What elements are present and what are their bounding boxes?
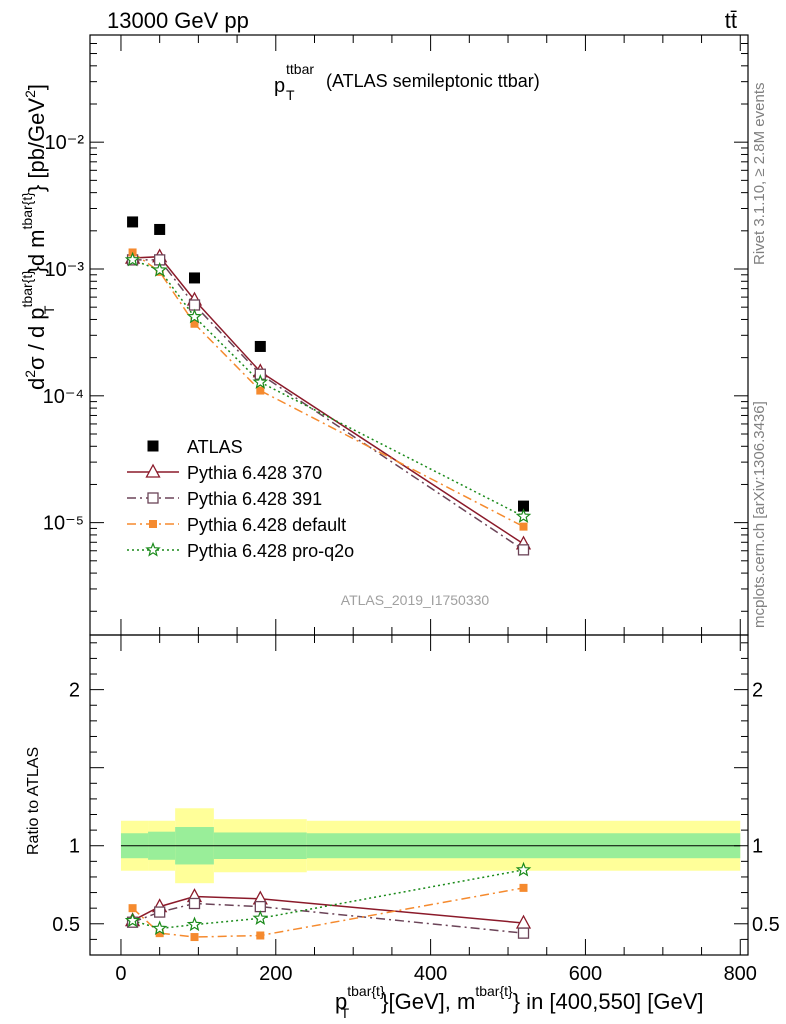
data-point-marker <box>148 493 158 503</box>
y-tick-label: 10⁻³ <box>45 259 85 281</box>
mcplots-label: mcplots.cern.ch [arXiv:1306.3436] <box>751 401 768 628</box>
data-point <box>154 224 165 235</box>
legend-label: Pythia 6.428 pro-q2o <box>187 541 354 561</box>
legend-label: Pythia 6.428 391 <box>187 489 322 509</box>
main-title-sub: T <box>286 87 295 103</box>
data-point <box>517 510 529 522</box>
ratio-y-axis-label: Ratio to ATLAS <box>25 747 42 855</box>
y-tick-label: 10⁻² <box>45 132 85 154</box>
data-point-marker <box>519 545 529 555</box>
data-point-marker <box>155 907 165 917</box>
rivet-label: Rivet 3.1.10, ≥ 2.8M events <box>751 83 768 266</box>
data-point <box>147 465 160 477</box>
data-point <box>520 523 528 531</box>
legend-label: ATLAS <box>187 437 243 457</box>
main-title-rest: (ATLAS semileptonic ttbar) <box>326 71 540 91</box>
x-tick-label: 400 <box>414 963 447 985</box>
ratio-y-tick-label-right: 2 <box>752 680 763 702</box>
data-point-marker <box>191 933 199 941</box>
data-point-marker <box>256 931 264 939</box>
series-line <box>133 253 524 527</box>
svg-text:d2σ / d ptbar{t}T}d mtbar{t}}: d2σ / d ptbar{t}T}d mtbar{t}} [pb/GeV2] <box>19 84 57 390</box>
data-point <box>256 387 264 395</box>
data-point-marker <box>190 300 200 310</box>
data-point-marker <box>189 272 200 283</box>
data-point <box>148 441 159 452</box>
data-point <box>190 898 200 908</box>
data-point <box>188 918 200 930</box>
x-tick-label: 600 <box>569 963 602 985</box>
data-point <box>519 928 529 938</box>
y-tick-label: 10⁻⁴ <box>43 386 84 408</box>
data-point <box>255 341 266 352</box>
data-point <box>255 902 265 912</box>
data-point-marker <box>255 341 266 352</box>
data-point-marker <box>520 523 528 531</box>
ratio-y-tick-label: 2 <box>69 680 80 702</box>
x-tick-label: 0 <box>115 963 126 985</box>
data-point <box>190 300 200 310</box>
main-panel: 10⁻⁵ 10⁻⁴ 10⁻³ 10⁻² ATLAS_2019_I1750330 ATLAS… <box>43 35 748 635</box>
ratio-y-tick-label: 1 <box>69 836 80 858</box>
data-point <box>254 912 266 924</box>
data-point <box>155 907 165 917</box>
data-point-marker <box>147 544 159 556</box>
data-point-marker <box>520 884 528 892</box>
legend-item: Pythia 6.428 370 <box>127 463 322 483</box>
data-point-marker <box>254 912 266 924</box>
main-y-axis-label: d2σ / d ptbar{t}T}d mtbar{t}} [pb/GeV2] <box>19 84 57 390</box>
data-point-marker <box>127 216 138 227</box>
data-point-marker <box>255 902 265 912</box>
data-point-marker <box>148 441 159 452</box>
legend-label: Pythia 6.428 370 <box>187 463 322 483</box>
x-tick-label: 800 <box>724 963 757 985</box>
legend-item: Pythia 6.428 391 <box>127 489 322 509</box>
legend-label: Pythia 6.428 default <box>187 515 346 535</box>
main-title-p: p <box>274 75 285 97</box>
data-point-marker <box>154 922 166 934</box>
legend: ATLAS Pythia 6.428 370 Pythia 6.428 391 Pyt… <box>127 437 354 561</box>
data-point-marker <box>190 898 200 908</box>
legend-item: Pythia 6.428 default <box>127 515 346 535</box>
data-point <box>189 272 200 283</box>
ratio-y-tick-label-right: 0.5 <box>752 914 780 936</box>
data-point <box>519 545 529 555</box>
legend-item: Pythia 6.428 pro-q2o <box>127 541 354 561</box>
data-point <box>191 933 199 941</box>
analysis-id-label: ATLAS_2019_I1750330 <box>341 592 490 608</box>
data-point <box>256 931 264 939</box>
data-point <box>520 884 528 892</box>
main-title: p ttbar T (ATLAS semileptonic ttbar) <box>274 61 540 103</box>
ratio-y-tick-label: 0.5 <box>52 914 80 936</box>
header-right-label: tt̄ <box>725 8 737 33</box>
ratio-panel: 0 200 400 600 800 0.5 0.5 1 1 2 2 <box>52 635 780 985</box>
data-point <box>129 904 137 912</box>
data-point-marker <box>154 224 165 235</box>
y-tick-label: 10⁻⁵ <box>43 513 84 535</box>
data-point <box>154 922 166 934</box>
data-point-marker <box>517 510 529 522</box>
ratio-y-tick-label-right: 1 <box>752 836 763 858</box>
data-point-marker <box>188 918 200 930</box>
data-point-marker <box>147 465 160 477</box>
data-point <box>149 520 157 528</box>
data-point-marker <box>519 928 529 938</box>
header-left-label: 13000 GeV pp <box>107 8 249 33</box>
svg-text:ptbar{t}T}[GeV], mtbar{t}} in: ptbar{t}T}[GeV], mtbar{t}} in [400,550] … <box>335 983 704 1021</box>
data-point <box>147 544 159 556</box>
legend-item: ATLAS <box>148 437 243 457</box>
x-tick-label: 200 <box>259 963 292 985</box>
data-point <box>148 493 158 503</box>
x-axis-label: ptbar{t}T}[GeV], mtbar{t}} in [400,550] … <box>335 983 704 1021</box>
data-point-marker <box>256 387 264 395</box>
data-point-marker <box>149 520 157 528</box>
data-point <box>127 216 138 227</box>
main-title-sup: ttbar <box>286 61 314 77</box>
data-point-marker <box>129 904 137 912</box>
